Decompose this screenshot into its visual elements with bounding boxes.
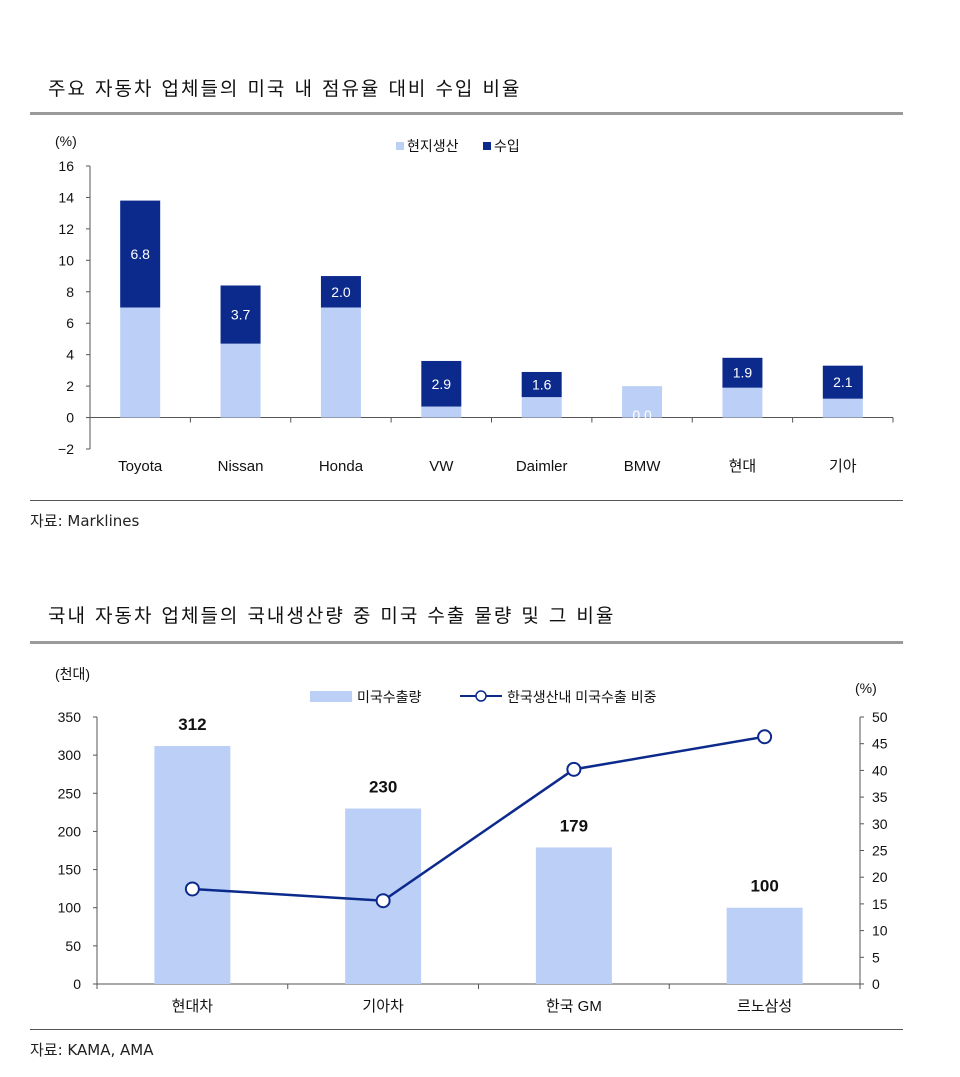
y-tick-label-left: 100 [58, 900, 82, 916]
data-label-7: 2.1 [833, 374, 853, 390]
data-label-1: 230 [369, 778, 397, 797]
y-tick-label: 12 [58, 221, 74, 237]
data-label-4: 1.6 [532, 377, 552, 393]
category-label-2: Honda [319, 458, 364, 475]
bar-export-2 [535, 847, 612, 984]
bar-local-6 [722, 387, 763, 418]
data-label-5: 0.0 [632, 407, 652, 423]
chart2-bottom-rule [30, 1029, 903, 1030]
y-tick-label-right: 50 [872, 709, 888, 725]
share-point-0 [184, 881, 200, 897]
legend-label-1: 수입 [494, 138, 520, 154]
chart1-bottom-rule [30, 500, 903, 501]
category-label-6: 현대 [729, 458, 757, 475]
y-tick-label-right: 35 [872, 789, 888, 805]
y-tick-label-right: 20 [872, 869, 888, 885]
y-tick-label-right: 25 [872, 843, 888, 859]
legend-label-0: 미국수출량 [357, 689, 422, 705]
data-label-3: 100 [750, 877, 778, 896]
bar-import-0 [120, 200, 161, 308]
bar-local-4 [521, 397, 562, 418]
chart1-top-rule [30, 112, 903, 115]
y-tick-label: −2 [58, 441, 74, 457]
share-line [192, 735, 765, 902]
y-tick-label: 2 [66, 378, 74, 394]
category-label-0: 현대차 [172, 998, 214, 1015]
y-tick-label: 8 [66, 284, 74, 300]
bar-local-2 [320, 307, 361, 418]
bar-import-4 [521, 371, 562, 398]
legend-swatch-0 [310, 691, 352, 702]
category-label-1: 기아차 [362, 998, 404, 1015]
chart2-top-rule [30, 641, 903, 644]
chart2-source: 자료: KAMA, AMA [30, 1041, 154, 1059]
bar-import-3 [421, 360, 462, 407]
y-tick-label-left: 250 [58, 785, 82, 801]
bar-local-7 [822, 398, 863, 418]
data-label-2: 179 [560, 816, 588, 835]
bar-import-2 [320, 276, 361, 308]
chart1-legend: 현지생산 수입 [396, 138, 520, 154]
y-tick-label-right: 0 [872, 976, 880, 992]
bar-local-5 [622, 386, 663, 418]
y-tick-label-left: 0 [73, 976, 81, 992]
share-point-2 [566, 761, 582, 777]
y-tick-label-right: 45 [872, 736, 888, 752]
bar-local-1 [220, 343, 261, 418]
legend-label-1: 한국생산내 미국수출 비중 [507, 689, 657, 705]
data-label-1: 3.7 [231, 307, 251, 323]
share-point-1 [375, 893, 391, 909]
y-tick-label-left: 350 [58, 709, 82, 725]
legend-swatch-0 [396, 142, 404, 150]
chart2-plot: (천대) (%) 미국수출량 한국생산내 미국수출 비중 050100150200… [55, 666, 888, 1015]
chart1-unit-label: (%) [55, 133, 77, 149]
bar-export-3 [726, 907, 803, 984]
y-tick-label-right: 5 [872, 949, 880, 965]
bar-local-3 [421, 406, 462, 418]
bar-export-0 [154, 745, 231, 984]
y-tick-label: 4 [66, 347, 74, 363]
y-tick-label-right: 40 [872, 762, 888, 778]
chart2-title: 국내 자동차 업체들의 국내생산량 중 미국 수출 물량 및 그 비율 [48, 605, 616, 627]
legend-marker-1 [475, 690, 487, 702]
data-label-2: 2.0 [331, 284, 351, 300]
chart1-source: 자료: Marklines [30, 512, 140, 530]
y-tick-label-right: 30 [872, 816, 888, 832]
bar-import-7 [822, 365, 863, 399]
chart1-title: 주요 자동차 업체들의 미국 내 점유율 대비 수입 비율 [48, 78, 522, 100]
y-tick-label: 14 [58, 189, 74, 205]
y-tick-label: 6 [66, 315, 74, 331]
chart1-plot: (%) 현지생산 수입 −2 0 2 4 6 8 10 12 14 16 6.8 Toyota 3.7 N… [55, 133, 894, 475]
y-tick-label-left: 50 [65, 938, 81, 954]
data-label-3: 2.9 [432, 376, 452, 392]
legend-swatch-1 [483, 142, 491, 150]
share-point-3 [757, 729, 773, 745]
chart2-left-unit-label: (천대) [55, 666, 90, 682]
category-label-3: 르노삼성 [737, 998, 792, 1015]
y-tick-label: 16 [58, 158, 74, 174]
bar-import-6 [722, 357, 763, 388]
data-label-0: 312 [178, 715, 206, 734]
category-label-0: Toyota [118, 458, 163, 475]
chart2-right-unit-label: (%) [855, 680, 877, 696]
y-tick-label: 0 [66, 410, 74, 426]
y-tick-label-left: 200 [58, 823, 82, 839]
category-label-5: BMW [624, 458, 662, 475]
legend-label-0: 현지생산 [407, 138, 459, 154]
y-tick-label-left: 300 [58, 747, 82, 763]
y-tick-label-left: 150 [58, 862, 82, 878]
bar-local-0 [120, 307, 161, 418]
chart2-legend: 미국수출량 한국생산내 미국수출 비중 [310, 689, 657, 705]
y-tick-label-right: 15 [872, 896, 888, 912]
category-label-7: 기아 [829, 458, 857, 475]
data-label-6: 1.9 [733, 365, 753, 381]
data-label-0: 6.8 [130, 246, 150, 262]
bar-import-1 [220, 285, 261, 344]
category-label-1: Nissan [218, 458, 264, 475]
y-tick-label: 10 [58, 252, 74, 268]
category-label-2: 한국 GM [546, 998, 602, 1015]
y-tick-label-right: 10 [872, 923, 888, 939]
category-label-4: Daimler [516, 458, 568, 475]
category-label-3: VW [429, 458, 454, 475]
